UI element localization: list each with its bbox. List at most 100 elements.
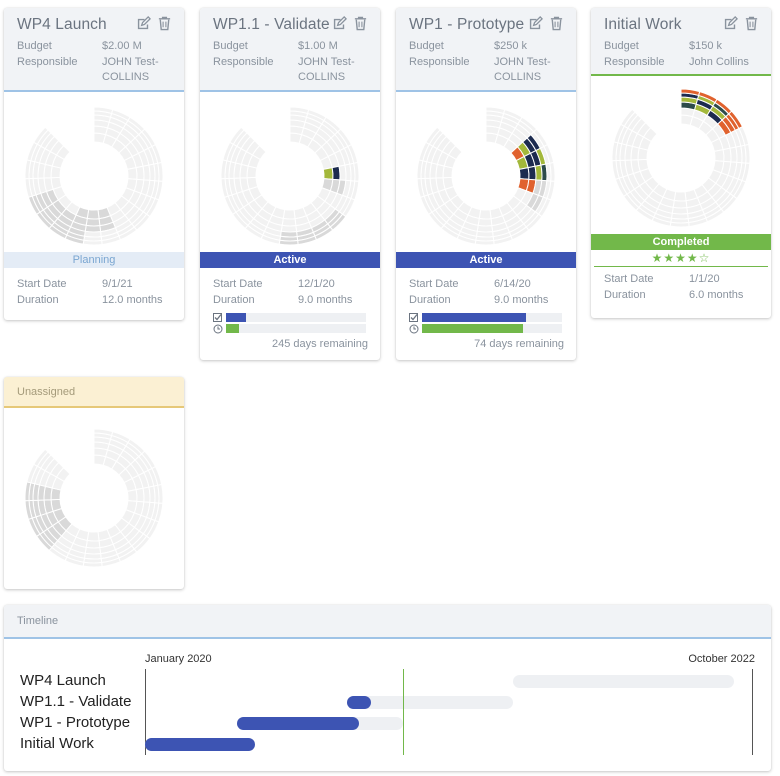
sunburst-segment[interactable]: [33, 448, 49, 467]
card-title[interactable]: WP1 - Prototype: [409, 16, 525, 33]
edit-icon[interactable]: [723, 16, 738, 31]
timeline-end-label: October 2022: [688, 653, 755, 665]
timeline-start-line: [145, 669, 146, 755]
work-package-card[interactable]: WP4 Launch Budget $2.00 M Responsible JO…: [4, 8, 184, 320]
sunburst-segment[interactable]: [82, 239, 103, 246]
sunburst-segment[interactable]: [84, 224, 102, 233]
timeline-start-label: January 2020: [145, 653, 212, 665]
sunburst-segment[interactable]: [282, 209, 296, 220]
sunburst-chart[interactable]: [24, 106, 164, 246]
time-progress: [409, 323, 564, 334]
duration-label: Duration: [409, 293, 451, 306]
timeline-bar[interactable]: [512, 675, 734, 688]
sunburst-segment[interactable]: [281, 217, 297, 227]
sunburst-segment[interactable]: [229, 126, 245, 145]
card-title[interactable]: WP4 Launch: [17, 16, 107, 33]
sunburst-segment[interactable]: [474, 239, 495, 246]
start-date-value: 6/14/20: [494, 278, 531, 290]
sunburst-segment[interactable]: [85, 217, 101, 227]
sunburst-segment[interactable]: [527, 165, 537, 181]
trash-icon[interactable]: [353, 16, 368, 31]
days-remaining: 74 days remaining: [474, 338, 564, 350]
sunburst-segment[interactable]: [476, 224, 494, 233]
timeline-bar-progress[interactable]: [236, 717, 360, 730]
edit-icon[interactable]: [136, 16, 151, 31]
sunburst-segment[interactable]: [713, 149, 725, 162]
sunburst-segment[interactable]: [126, 489, 138, 502]
sunburst-segment[interactable]: [673, 191, 687, 202]
duration-value: 12.0 months: [102, 293, 163, 306]
timeline-bar-progress[interactable]: [145, 738, 256, 751]
sunburst-segment[interactable]: [477, 217, 493, 227]
sunburst-segment[interactable]: [82, 561, 103, 568]
trash-icon[interactable]: [549, 16, 564, 31]
work-package-card[interactable]: WP1 - Prototype Budget $250 k Responsibl…: [396, 8, 576, 360]
work-package-card[interactable]: Initial Work Budget $150 k Responsible J…: [591, 8, 771, 318]
unassigned-card[interactable]: Unassigned: [4, 377, 184, 589]
sunburst-segment[interactable]: [126, 167, 138, 180]
unassigned-title: Unassigned: [4, 377, 184, 408]
start-date-value: 9/1/21: [102, 278, 133, 290]
budget-value: $250 k: [494, 40, 528, 52]
sunburst-segment[interactable]: [33, 126, 49, 145]
timeline-title: Timeline: [4, 605, 771, 639]
sunburst-chart[interactable]: [220, 106, 360, 246]
sunburst-segment[interactable]: [331, 165, 341, 181]
sunburst-segment[interactable]: [135, 487, 145, 503]
rating-stars[interactable]: ★★★★☆: [594, 250, 768, 267]
duration-label: Duration: [604, 288, 646, 301]
sunburst-chart[interactable]: [416, 106, 556, 246]
sunburst-segment[interactable]: [157, 483, 164, 504]
checkbox-icon: [213, 312, 222, 322]
sunburst-segment[interactable]: [722, 147, 732, 163]
gantt-chart: January 2020 October 2022 WP4 Launch WP1.…: [4, 639, 771, 769]
timeline-bar-progress[interactable]: [347, 696, 371, 709]
sunburst-segment[interactable]: [425, 126, 441, 145]
budget-value: $2.00 M: [102, 40, 142, 52]
sunburst-segment[interactable]: [518, 167, 530, 180]
sunburst-segment[interactable]: [669, 221, 690, 228]
trash-icon[interactable]: [157, 16, 172, 31]
sunburst-segment[interactable]: [85, 539, 101, 549]
sunburst-chart[interactable]: [611, 88, 751, 228]
sunburst-chart[interactable]: [24, 428, 164, 568]
trash-icon[interactable]: [744, 16, 759, 31]
days-remaining: 245 days remaining: [271, 338, 368, 350]
edit-icon[interactable]: [332, 16, 347, 31]
budget-label: Budget: [604, 40, 639, 52]
timeline-end-line: [752, 669, 753, 755]
task-progress: [409, 312, 564, 323]
duration-value: 6.0 months: [689, 288, 744, 301]
sunburst-segment[interactable]: [549, 161, 556, 182]
card-title[interactable]: WP1.1 - Validate: [213, 16, 330, 33]
sunburst-segment[interactable]: [278, 239, 299, 246]
work-package-card[interactable]: WP1.1 - Validate Budget $1.00 M Responsi…: [200, 8, 380, 360]
responsible-label: Responsible: [604, 55, 665, 68]
sunburst-segment[interactable]: [157, 161, 164, 182]
sunburst-segment[interactable]: [322, 167, 334, 180]
responsible-label: Responsible: [17, 55, 78, 68]
responsible-label: Responsible: [409, 55, 470, 68]
sunburst-segment[interactable]: [280, 224, 298, 233]
sunburst-segment[interactable]: [86, 209, 100, 220]
sunburst-segment[interactable]: [620, 108, 636, 127]
time-progress: [213, 323, 368, 334]
start-date-label: Start Date: [213, 278, 263, 290]
budget-label: Budget: [213, 40, 248, 52]
edit-icon[interactable]: [528, 16, 543, 31]
sunburst-segment[interactable]: [478, 209, 492, 220]
sunburst-segment[interactable]: [86, 531, 100, 542]
status-badge: Planning: [4, 252, 184, 268]
sunburst-segment[interactable]: [135, 165, 145, 181]
budget-label: Budget: [409, 40, 444, 52]
sunburst-segment[interactable]: [353, 161, 360, 182]
task-progress: [213, 312, 368, 323]
sunburst-segment[interactable]: [744, 143, 751, 164]
card-title[interactable]: Initial Work: [604, 16, 682, 33]
sunburst-segment[interactable]: [672, 199, 688, 209]
sunburst-segment[interactable]: [84, 546, 102, 555]
timeline-bar[interactable]: [347, 696, 513, 709]
sunburst-segment[interactable]: [671, 206, 689, 215]
duration-label: Duration: [17, 293, 59, 306]
status-badge: Active: [396, 252, 576, 268]
